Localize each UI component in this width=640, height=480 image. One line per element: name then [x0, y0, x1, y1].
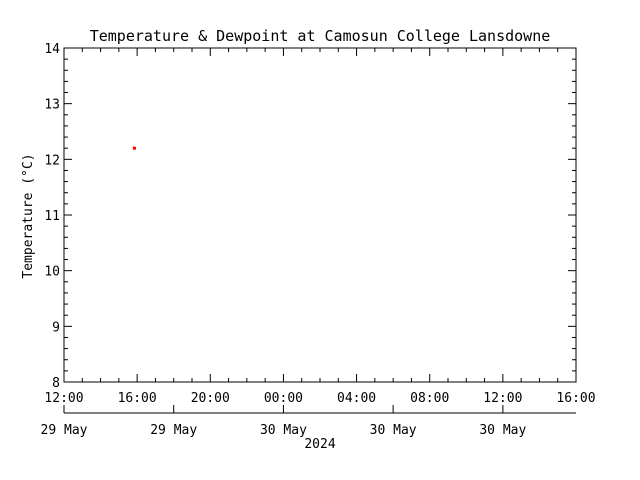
date-label: 30 May: [370, 423, 417, 438]
date-label: 30 May: [479, 423, 526, 438]
y-tick-label: 8: [52, 376, 60, 391]
x-tick-label: 20:00: [191, 391, 230, 406]
y-axis-ticks: 8 9 10 11 12 13 14: [44, 42, 576, 391]
y-tick-label: 9: [52, 320, 60, 335]
x-axis-ticks: 12:00 16:00 20:00 00:00 04:00 08:00 12:00 16:00: [44, 48, 596, 406]
x-tick-label: 16:00: [556, 391, 595, 406]
date-label: 29 May: [41, 423, 88, 438]
date-axis: 29 May 29 May 30 May 30 May 30 May: [41, 405, 527, 438]
y-tick-label: 11: [44, 209, 60, 224]
chart-title: Temperature & Dewpoint at Camosun Colleg…: [90, 27, 551, 45]
x-tick-label: 04:00: [337, 391, 376, 406]
data-points: [132, 146, 136, 150]
y-axis-label: Temperature (°C): [21, 153, 36, 278]
x-tick-label: 00:00: [264, 391, 303, 406]
date-label: 29 May: [150, 423, 197, 438]
plot-frame: [63, 47, 577, 383]
year-label: 2024: [304, 437, 335, 452]
x-tick-label: 08:00: [410, 391, 449, 406]
data-point: [132, 146, 136, 150]
y-tick-label: 12: [44, 153, 60, 168]
x-tick-label: 16:00: [118, 391, 157, 406]
y-tick-label: 14: [44, 42, 60, 57]
y-tick-label: 13: [44, 98, 60, 113]
x-tick-label: 12:00: [44, 391, 83, 406]
y-tick-label: 10: [44, 265, 60, 280]
date-label: 30 May: [260, 423, 307, 438]
x-tick-label: 12:00: [483, 391, 522, 406]
